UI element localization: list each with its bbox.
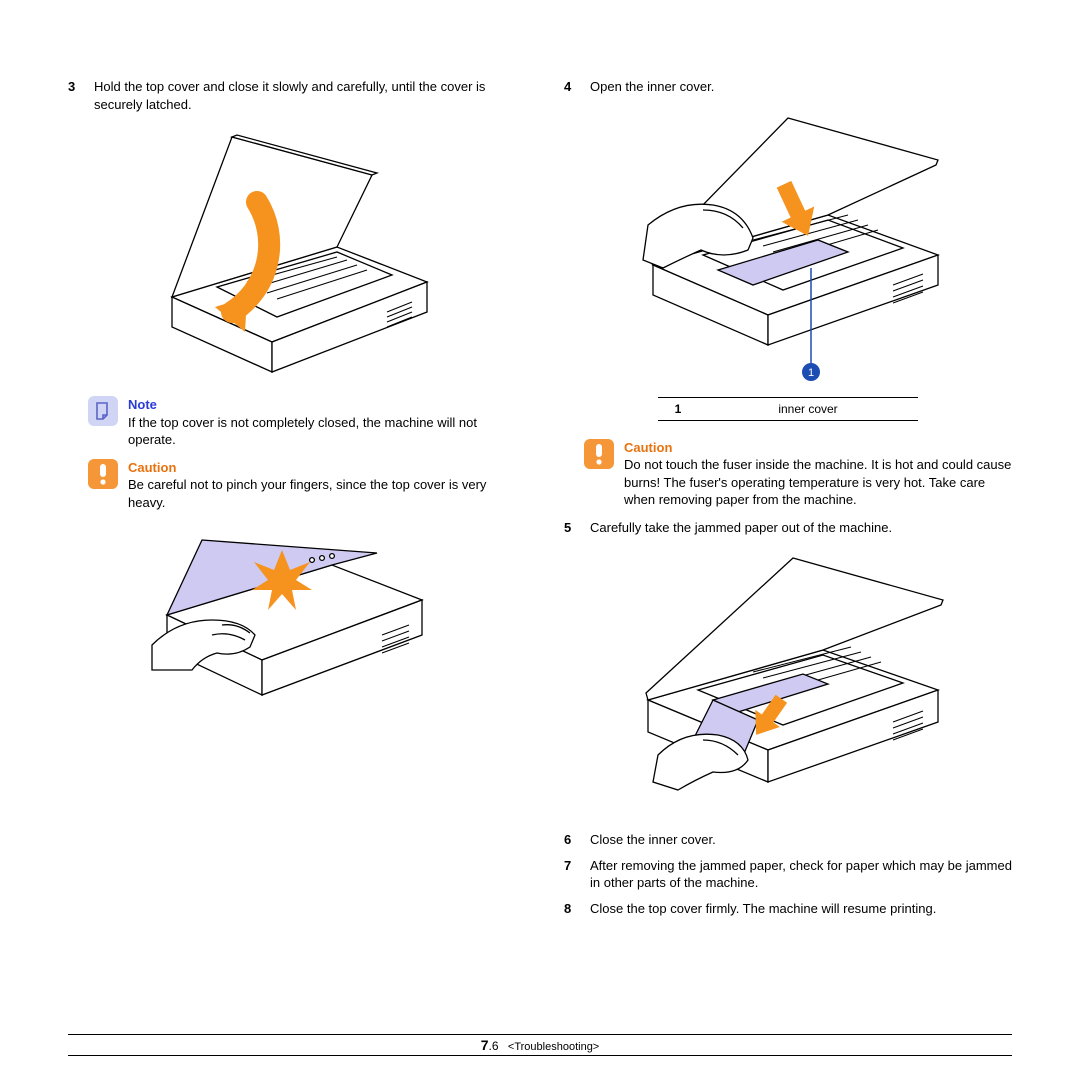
caution-icon <box>88 459 118 489</box>
step-6: 6 Close the inner cover. <box>564 831 1012 849</box>
step-number: 6 <box>564 831 590 849</box>
right-column: 4 Open the inner cover. <box>564 78 1012 925</box>
caution-text: Do not touch the fuser inside the machin… <box>624 456 1012 509</box>
step-4: 4 Open the inner cover. <box>564 78 1012 96</box>
step-text: Close the top cover firmly. The machine … <box>590 900 1012 918</box>
step-text: After removing the jammed paper, check f… <box>590 857 1012 892</box>
printer-remove-paper-illustration <box>603 550 973 810</box>
step-text: Hold the top cover and close it slowly a… <box>94 78 516 113</box>
figure-open-inner-cover: 1 1 inner cover <box>564 110 1012 421</box>
note-title: Note <box>128 396 516 414</box>
svg-text:1: 1 <box>808 367 814 379</box>
footer-page: .6 <box>489 1039 499 1053</box>
note-icon <box>88 396 118 426</box>
page-footer: 7.6 <Troubleshooting> <box>68 1034 1012 1056</box>
caution-icon <box>584 439 614 469</box>
printer-inner-cover-illustration: 1 <box>603 110 973 388</box>
caution-callout-left: Caution Be careful not to pinch your fin… <box>88 459 516 512</box>
note-text: If the top cover is not completely close… <box>128 414 516 449</box>
figure-legend: 1 inner cover <box>658 397 918 421</box>
step-number: 8 <box>564 900 590 918</box>
step-text: Carefully take the jammed paper out of t… <box>590 519 1012 537</box>
caution-callout-right: Caution Do not touch the fuser inside th… <box>584 439 1012 509</box>
note-callout: Note If the top cover is not completely … <box>88 396 516 449</box>
figure-remove-paper <box>564 550 1012 813</box>
step-3: 3 Hold the top cover and close it slowly… <box>68 78 516 113</box>
figure-close-cover <box>68 127 516 378</box>
left-column: 3 Hold the top cover and close it slowly… <box>68 78 516 925</box>
figure-pinch-warning <box>68 525 516 713</box>
step-number: 3 <box>68 78 94 113</box>
step-5: 5 Carefully take the jammed paper out of… <box>564 519 1012 537</box>
footer-section: <Troubleshooting> <box>508 1041 599 1053</box>
legend-number: 1 <box>658 397 698 420</box>
page-content: 3 Hold the top cover and close it slowly… <box>0 0 1080 925</box>
step-number: 4 <box>564 78 590 96</box>
footer-chapter: 7 <box>481 1037 489 1053</box>
step-text: Close the inner cover. <box>590 831 1012 849</box>
caution-title: Caution <box>128 459 516 477</box>
legend-label: inner cover <box>698 397 918 420</box>
caution-text: Be careful not to pinch your fingers, si… <box>128 476 516 511</box>
printer-close-cover-illustration <box>137 127 447 375</box>
step-text: Open the inner cover. <box>590 78 1012 96</box>
step-8: 8 Close the top cover firmly. The machin… <box>564 900 1012 918</box>
step-7: 7 After removing the jammed paper, check… <box>564 857 1012 892</box>
step-number: 5 <box>564 519 590 537</box>
caution-title: Caution <box>624 439 1012 457</box>
step-number: 7 <box>564 857 590 892</box>
printer-pinch-illustration <box>147 525 437 710</box>
